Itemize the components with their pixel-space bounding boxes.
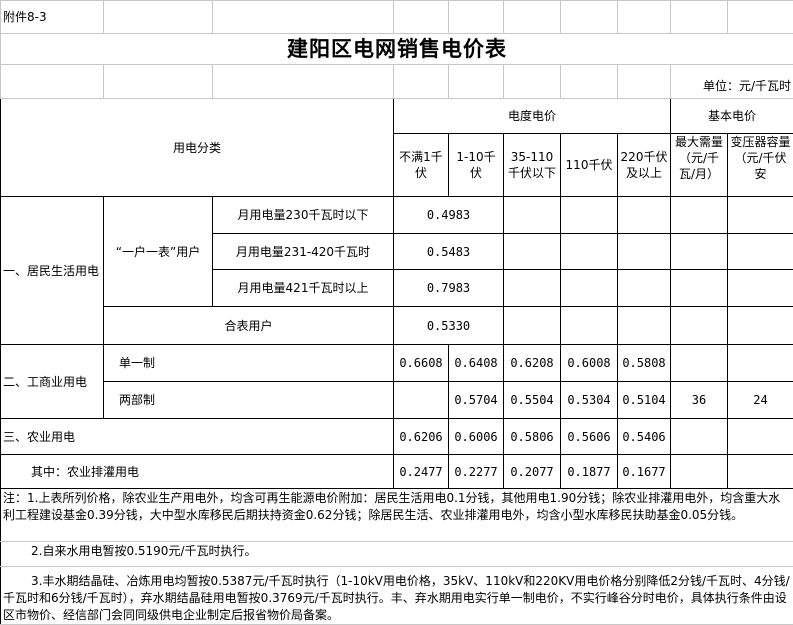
two-part-label: 两部制	[104, 382, 394, 419]
tier-label: 月用电量230千瓦时以下	[213, 197, 394, 234]
price-cell: 0.6008	[561, 345, 618, 382]
price-cell: 0.5704	[449, 382, 504, 419]
price-cell: 0.1877	[561, 455, 618, 489]
note-3: 3.丰水期结晶硅、冶炼用电均暂按0.5387元/千瓦时执行（1-10kV用电价格…	[1, 567, 793, 625]
attachment-label: 附件8-3	[1, 1, 104, 34]
transformer-price: 24	[728, 382, 793, 419]
price-cell: 0.5606	[561, 419, 618, 455]
table-row: 二、工商业用电 单一制 0.6608 0.6408 0.6208 0.6008 …	[1, 345, 793, 382]
price-cell: 0.6208	[504, 345, 561, 382]
agriculture-label: 三、农业用电	[1, 419, 394, 455]
price-cell: 0.6408	[449, 345, 504, 382]
tier-label: 月用电量421千瓦时以上	[213, 270, 394, 307]
note-1: 注：1.上表所列价格，除农业生产用电外，均含可再生能源电价附加：居民生活用电0.…	[1, 489, 793, 542]
price-cell: 0.6608	[394, 345, 449, 382]
price-cell: 0.2277	[449, 455, 504, 489]
header-voltage: 不满1千伏	[394, 134, 449, 197]
price-cell: 0.6006	[449, 419, 504, 455]
max-demand-price: 36	[671, 382, 728, 419]
table-row: 其中：农业排灌用电 0.2477 0.2277 0.2077 0.1877 0.…	[1, 455, 793, 489]
shared-price: 0.5330	[394, 307, 504, 345]
page-title: 建阳区电网销售电价表	[1, 34, 793, 65]
table-row: 三、农业用电 0.6206 0.6006 0.5806 0.5606 0.540…	[1, 419, 793, 455]
table-row: 合表用户 0.5330	[1, 307, 793, 345]
header-transformer: 变压器容量（元/千伏安	[728, 134, 793, 197]
commercial-label: 二、工商业用电	[1, 345, 104, 419]
price-cell: 0.6206	[394, 419, 449, 455]
tier-price: 0.4983	[394, 197, 504, 234]
price-cell: 0.5304	[561, 382, 618, 419]
price-cell: 0.5808	[618, 345, 671, 382]
irrigation-label: 其中：农业排灌用电	[1, 455, 394, 489]
price-cell	[394, 382, 449, 419]
header-voltage: 110千伏	[561, 134, 618, 197]
price-cell: 0.5504	[504, 382, 561, 419]
price-cell: 0.2077	[504, 455, 561, 489]
header-energy-price: 电度电价	[394, 99, 671, 134]
single-label: 单一制	[104, 345, 394, 382]
table-row: 一、居民生活用电 “一户一表”用户 月用电量230千瓦时以下 0.4983	[1, 197, 793, 234]
shared-label: 合表用户	[104, 307, 394, 345]
price-cell: 0.5104	[618, 382, 671, 419]
unit-label: 单位：元/千瓦时	[671, 65, 793, 99]
header-voltage: 35-110千伏以下	[504, 134, 561, 197]
price-cell: 0.5806	[504, 419, 561, 455]
residential-label: 一、居民生活用电	[1, 197, 104, 345]
header-voltage: 1-10千伏	[449, 134, 504, 197]
tier-price: 0.5483	[394, 234, 504, 270]
header-voltage: 220千伏及以上	[618, 134, 671, 197]
tier-label: 月用电量231-420千瓦时	[213, 234, 394, 270]
header-category: 用电分类	[1, 99, 394, 197]
tier-price: 0.7983	[394, 270, 504, 307]
one-meter-label: “一户一表”用户	[104, 197, 213, 307]
header-basic-price: 基本电价	[671, 99, 793, 134]
price-cell: 0.1677	[618, 455, 671, 489]
price-cell: 0.2477	[394, 455, 449, 489]
price-cell: 0.5406	[618, 419, 671, 455]
table-row: 两部制 0.5704 0.5504 0.5304 0.5104 36 24	[1, 382, 793, 419]
note-2: 2.自来水用电暂按0.5190元/千瓦时执行。	[1, 542, 793, 567]
header-max-demand: 最大需量（元/千瓦/月）	[671, 134, 728, 197]
